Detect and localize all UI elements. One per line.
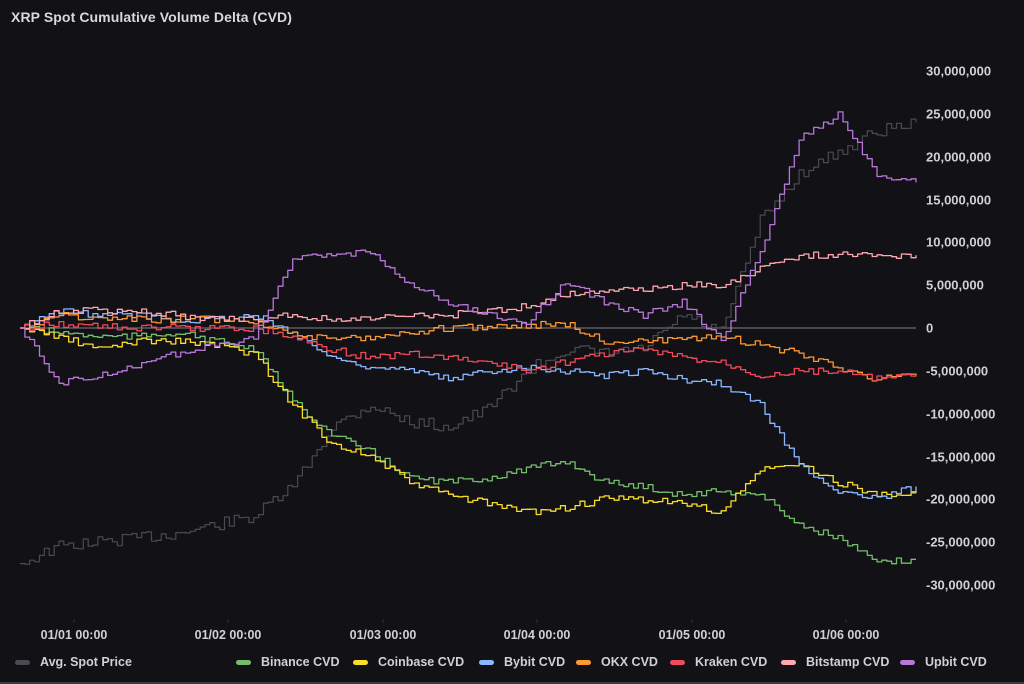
legend: Avg. Spot Price Binance CVD Coinbase CVD… bbox=[0, 655, 1024, 673]
legend-item-coinbase-cvd[interactable]: Coinbase CVD bbox=[353, 655, 464, 669]
y-tick-label: -30,000,000 bbox=[926, 577, 996, 593]
series-line-avg-spot_price bbox=[20, 118, 917, 565]
legend-label: Kraken CVD bbox=[695, 655, 768, 669]
legend-swatch-icon bbox=[781, 659, 796, 665]
legend-swatch-icon bbox=[670, 659, 685, 665]
legend-label: OKX CVD bbox=[601, 655, 658, 669]
y-tick-label: 25,000,000 bbox=[926, 106, 992, 122]
y-tick-label: -5,000,000 bbox=[926, 363, 989, 379]
legend-label: Coinbase CVD bbox=[378, 655, 465, 669]
series-line-kraken bbox=[20, 320, 917, 382]
legend-label: Bybit CVD bbox=[504, 655, 566, 669]
legend-swatch-icon bbox=[236, 659, 251, 665]
legend-swatch-icon bbox=[479, 659, 494, 665]
series-line-okx bbox=[20, 312, 917, 382]
legend-swatch-icon bbox=[576, 659, 591, 665]
y-tick-label: -15,000,000 bbox=[926, 449, 996, 464]
series-line-bitstamp bbox=[20, 251, 917, 330]
series-line-binance bbox=[20, 325, 916, 565]
x-tick-label: 01/06 00:00 bbox=[812, 628, 880, 642]
series-lines bbox=[20, 111, 917, 565]
legend-item-avg-spot-price[interactable]: Avg. Spot Price bbox=[15, 655, 132, 669]
series-line-coinbase bbox=[20, 327, 917, 516]
legend-item-bybit-cvd[interactable]: Bybit CVD bbox=[479, 655, 565, 669]
legend-label: Binance CVD bbox=[261, 655, 340, 669]
legend-swatch-icon bbox=[15, 659, 30, 665]
legend-label: Bitstamp CVD bbox=[806, 655, 890, 669]
legend-label: Avg. Spot Price bbox=[40, 655, 132, 669]
legend-swatch-icon bbox=[353, 659, 368, 665]
legend-swatch-icon bbox=[900, 659, 915, 665]
y-tick-label: 15,000,000 bbox=[926, 192, 992, 207]
legend-item-binance-cvd[interactable]: Binance CVD bbox=[236, 655, 340, 669]
y-tick-label: -10,000,000 bbox=[926, 406, 996, 422]
panel-bottom-border bbox=[0, 682, 1024, 684]
y-tick-label: 0 bbox=[926, 320, 934, 336]
x-tick-label: 01/02 00:00 bbox=[194, 628, 262, 642]
x-tick-label: 01/05 00:00 bbox=[658, 628, 726, 642]
legend-label: Upbit CVD bbox=[925, 655, 987, 669]
x-tick-marks bbox=[73, 619, 847, 623]
x-tick-label: 01/04 00:00 bbox=[503, 628, 571, 642]
y-tick-label: -25,000,000 bbox=[926, 534, 996, 550]
legend-item-upbit-cvd[interactable]: Upbit CVD bbox=[900, 655, 987, 669]
series-line-upbit bbox=[20, 111, 917, 386]
y-tick-label: 5,000,000 bbox=[926, 277, 984, 293]
y-tick-label: 20,000,000 bbox=[926, 149, 992, 165]
chart-title: XRP Spot Cumulative Volume Delta (CVD) bbox=[11, 9, 292, 25]
y-tick-label: 10,000,000 bbox=[926, 234, 992, 250]
legend-item-kraken-cvd[interactable]: Kraken CVD bbox=[670, 655, 767, 669]
legend-item-bitstamp-cvd[interactable]: Bitstamp CVD bbox=[781, 655, 889, 669]
y-tick-label: -20,000,000 bbox=[926, 491, 996, 507]
x-tick-label: 01/03 00:00 bbox=[349, 628, 417, 642]
y-tick-label: 30,000,000 bbox=[926, 63, 992, 79]
series-line-bybit bbox=[20, 308, 917, 499]
legend-item-okx-cvd[interactable]: OKX CVD bbox=[576, 655, 658, 669]
x-tick-label: 01/01 00:00 bbox=[40, 628, 108, 642]
